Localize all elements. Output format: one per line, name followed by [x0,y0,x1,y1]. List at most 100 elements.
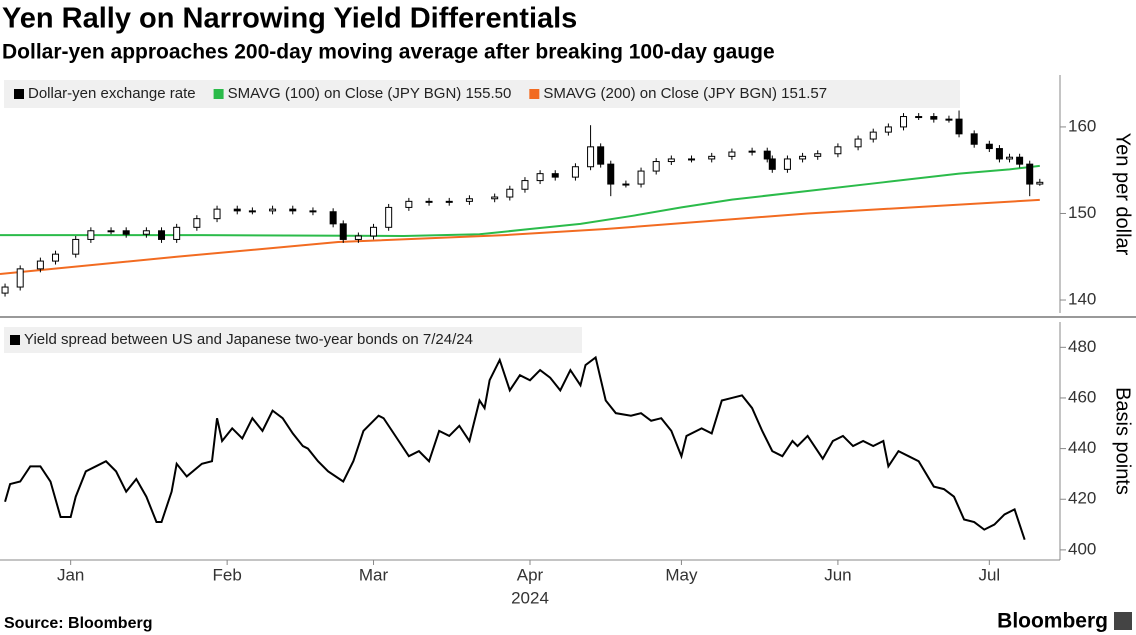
chart-title: Yen Rally on Narrowing Yield Differentia… [2,3,577,35]
candle-body [269,208,277,212]
legend-label: SMAVG (100) on Close (JPY BGN) 155.50 [228,85,512,102]
candle-body [688,158,696,161]
candle-body [834,146,842,155]
candle-body [385,206,393,228]
x-tick-label: Apr [517,565,544,584]
brand-icon [1114,612,1132,630]
candle-body [597,146,605,165]
chart-subtitle: Dollar-yen approaches 200-day moving ave… [2,41,775,64]
legend-swatch [14,89,24,99]
x-tick-label: Jan [57,565,84,584]
candle-body [465,198,473,202]
source: Source: Bloomberg [4,615,152,632]
candle-body [955,118,963,135]
candle-body [1006,156,1014,160]
candle-body [329,211,337,225]
candle-body [36,260,44,270]
candle-body [445,200,453,203]
candle-body [768,158,776,170]
candle-body [142,230,150,235]
candle-body [814,153,822,157]
candle-body [52,253,60,262]
y-tick-label: 150 [1068,203,1096,222]
legend-box [4,327,582,353]
series-line [0,198,1040,276]
candle-body [1016,156,1024,165]
candle-body [1026,163,1034,185]
candle-body [799,155,807,160]
x-tick-label: Mar [359,565,389,584]
candle-body [571,166,579,178]
brand: Bloomberg [997,610,1108,633]
candle-body [521,180,529,190]
y-axis-title: Yen per dollar [1112,133,1134,256]
candle-body [1,286,9,294]
candle-body [248,210,256,213]
x-tick-label: Jul [978,565,1000,584]
candle-body [551,173,559,178]
candle-body [900,116,908,128]
candle-body [985,143,993,150]
candle-body [339,223,347,240]
candle-body [728,151,736,157]
y-axis-title: Basis points [1112,387,1134,495]
candle-body [405,200,413,208]
candle-body [213,208,221,220]
candle-body [122,230,130,235]
candle-body [783,158,791,170]
candle-body [652,161,660,172]
legend-label: SMAVG (200) on Close (JPY BGN) 151.57 [543,85,827,102]
x-tick-label: Jun [824,565,851,584]
series-line [0,164,1040,237]
y-tick-label: 400 [1068,539,1096,558]
y-tick-label: 420 [1068,489,1096,508]
candle-body [158,230,166,240]
candle-body [193,218,201,228]
candle-body [370,226,378,237]
x-tick-label: May [665,565,698,584]
candle-body [915,116,923,119]
candle-body [233,208,241,212]
candle-body [854,138,862,148]
candle-body [491,196,499,200]
candle-body [667,158,675,163]
candle-body [107,230,115,233]
candle-body [995,148,1003,160]
y-tick-label: 460 [1068,387,1096,406]
y-tick-label: 440 [1068,438,1096,457]
legend-swatch [10,335,20,345]
candle-body [309,210,317,213]
candle-body [354,235,362,240]
y-tick-label: 140 [1068,290,1096,309]
candle-body [763,150,771,160]
candle-body [506,188,514,198]
candle-body [970,133,978,145]
legend-swatch [529,89,540,99]
candle-body [587,146,595,168]
legend-box [4,80,960,108]
candle-body [945,118,953,121]
candle-body [607,163,615,185]
candle-body [622,183,630,186]
candle-body [16,268,24,288]
x-year-label: 2024 [511,588,549,607]
candle-body [1036,181,1044,185]
candle-body [72,238,80,255]
series-line [4,355,1026,541]
candle-body [637,170,645,185]
candle-body [884,126,892,133]
legend-label: Dollar-yen exchange rate [28,85,196,102]
legend-label: Yield spread between US and Japanese two… [24,331,473,348]
candle-body [748,150,756,153]
x-tick-label: Feb [212,565,241,584]
legend-swatch [213,89,224,99]
y-tick-label: 480 [1068,337,1096,356]
y-tick-label: 160 [1068,116,1096,135]
candle-body [87,230,95,240]
candle-body [536,173,544,182]
candle-body [425,200,433,203]
candle-body [708,155,716,160]
candle-body [869,131,877,140]
candle-body [173,226,181,240]
